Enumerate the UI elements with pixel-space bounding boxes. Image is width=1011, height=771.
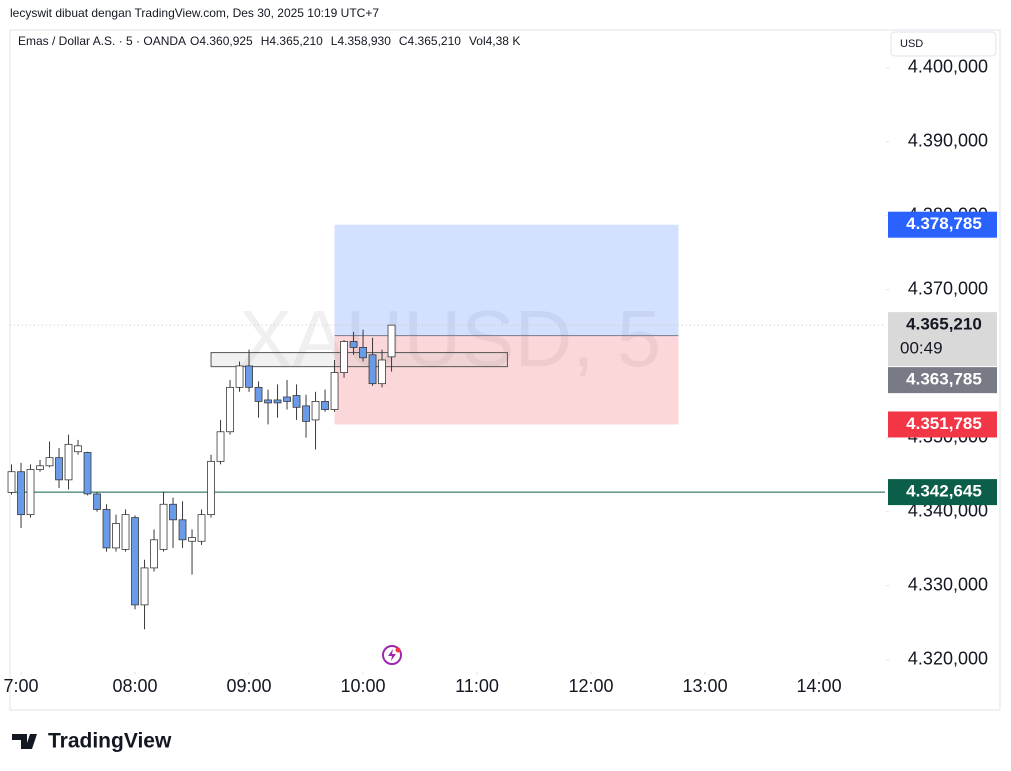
price-label-box [888, 411, 997, 438]
countdown: 00:49 [900, 339, 943, 358]
legend-key: L [331, 34, 338, 48]
chart-frame [9, 29, 1001, 711]
candle-body [93, 493, 101, 510]
candle-body [140, 567, 149, 606]
brand: TradingView [48, 730, 172, 753]
x-tick-label: 11:00 [455, 676, 499, 696]
y-tick-label: 4.400,000 [908, 56, 988, 76]
price-label-box [888, 312, 997, 367]
candle-body [188, 537, 196, 542]
candle-body [159, 503, 168, 550]
legend-key: C [399, 34, 408, 48]
currency-button[interactable] [890, 31, 997, 57]
legend-key: H [261, 34, 270, 48]
target-zone [334, 224, 679, 336]
price-label: 4.351,785 [906, 414, 982, 433]
candle-body [283, 396, 291, 402]
candle-body [321, 401, 329, 410]
candle-body [197, 514, 206, 542]
legend-value: 4.358,930 [337, 34, 391, 48]
candle-body [349, 341, 358, 348]
watermark: XAUUSD, 5 [239, 294, 661, 383]
candle-body [292, 395, 301, 408]
ohlc-legend: Emas / Dollar A.S. · 5 · OANDA O 4.360,92… [18, 34, 520, 48]
candle-body [169, 503, 177, 521]
y-tick-label: 4.370,000 [908, 278, 988, 298]
candle-body [207, 460, 215, 516]
y-tick-label: 4.340,000 [908, 500, 988, 520]
x-tick-label: 09:00 [227, 676, 272, 696]
x-tick-label: 08:00 [113, 676, 158, 696]
bolt-icon [382, 645, 402, 665]
candle-body [330, 372, 339, 410]
candle-body [340, 341, 348, 373]
price-label-box [888, 367, 997, 394]
candle-body [226, 386, 234, 433]
candle-body [302, 405, 310, 422]
price-label: 4.378,785 [906, 214, 982, 233]
price-label: 4.342,645 [906, 482, 982, 501]
candle-body [121, 514, 130, 550]
x-tick-label: 10:00 [341, 676, 386, 696]
price-label: 4.363,785 [906, 370, 982, 389]
candle-body [45, 457, 54, 467]
y-tick-label: 4.390,000 [908, 130, 988, 150]
header: lecyswit dibuat dengan TradingView.com, … [10, 6, 379, 20]
candle-body [131, 517, 139, 606]
x-tick-label: 14:00 [797, 676, 842, 696]
stop-zone [334, 335, 679, 425]
price-label-box [888, 211, 997, 238]
x-tick-label: 13:00 [683, 676, 728, 696]
currency: USD [900, 38, 923, 50]
candle-body [264, 399, 272, 404]
y-tick-label: 4.320,000 [908, 648, 988, 668]
legend-key: Vol [469, 34, 486, 48]
brand-logo [12, 734, 37, 749]
x-tick-label: 12:00 [569, 676, 614, 696]
x-tick-label: 7:00 [3, 676, 38, 696]
candle-body [273, 399, 282, 404]
y-tick-label: 4.330,000 [908, 574, 988, 594]
legend-value: 4.365,210 [269, 34, 323, 48]
candle-body [254, 386, 263, 402]
candle-body [245, 365, 253, 388]
candle-body [74, 445, 82, 453]
candle-body [7, 471, 16, 493]
candle-body [150, 539, 158, 569]
legend-value: 4.360,925 [199, 34, 253, 48]
candle-body [83, 452, 92, 495]
candle-body [387, 324, 396, 358]
candle-body [17, 471, 25, 516]
legend-value: 4,38 K [486, 34, 521, 48]
candle-body [55, 457, 63, 481]
candle-body [112, 523, 120, 549]
candle-body [216, 431, 225, 462]
candle-body [359, 347, 367, 359]
candle-body [368, 354, 377, 385]
candle-body [235, 365, 244, 388]
price-label: 4.365,210 [906, 315, 982, 334]
candle-body [64, 443, 73, 481]
price-label-box [888, 479, 997, 506]
candle-body [378, 359, 386, 385]
candle-body [178, 519, 187, 541]
candle-body [26, 469, 35, 516]
candle-body [36, 465, 44, 470]
legend-key: O [190, 34, 199, 48]
symbol-title: Emas / Dollar A.S. · 5 · OANDA [18, 34, 186, 48]
legend-value: 4.365,210 [408, 34, 462, 48]
candle-body [311, 401, 320, 421]
candle-body [102, 509, 111, 549]
